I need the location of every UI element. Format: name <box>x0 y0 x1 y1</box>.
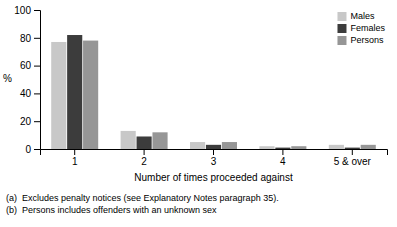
legend-label: Males <box>350 11 375 21</box>
y-axis: 0 20 40 60 80 100 <box>14 5 40 155</box>
x-tick-mark <box>144 149 145 155</box>
bar <box>137 136 152 149</box>
y-tick: 20 <box>20 116 40 127</box>
y-tick: 40 <box>20 88 40 99</box>
bar <box>259 146 274 149</box>
bar <box>329 145 344 149</box>
bar <box>121 131 136 149</box>
legend-label: Females <box>350 23 385 33</box>
bar <box>345 148 360 149</box>
legend-item: Females <box>337 23 385 33</box>
y-tick: 100 <box>14 5 40 16</box>
bar <box>190 142 205 149</box>
x-axis: 1 2 3 4 5 & over <box>41 149 388 167</box>
y-tick-label: 40 <box>20 88 32 99</box>
x-tick-label: 3 <box>211 156 217 167</box>
bar <box>222 142 237 149</box>
x-tick: 3 <box>211 149 217 167</box>
bar <box>291 146 306 149</box>
legend-swatch <box>337 24 346 33</box>
x-axis-line <box>41 150 388 156</box>
footnote: (a) Excludes penalty notices (see Explan… <box>6 193 279 203</box>
y-tick-mark <box>34 149 40 150</box>
x-tick-label: 5 & over <box>334 156 372 167</box>
chart: 0 20 40 60 80 100 1 2 3 4 5 & over Males Females Pers… <box>0 0 397 227</box>
legend: Males Females Persons <box>337 11 385 45</box>
x-tick-mark <box>213 149 214 155</box>
y-tick-label: 100 <box>14 5 31 16</box>
x-tick-label: 4 <box>280 156 286 167</box>
bar-series <box>83 41 376 149</box>
legend-item: Males <box>337 11 375 21</box>
x-tick: 2 <box>141 149 147 167</box>
y-tick-mark <box>34 66 40 67</box>
x-tick-label: 1 <box>72 156 78 167</box>
y-tick-mark <box>34 121 40 122</box>
y-tick: 60 <box>20 60 40 71</box>
y-tick-mark <box>34 38 40 39</box>
bar <box>152 132 167 149</box>
y-tick: 0 <box>25 144 40 155</box>
bar <box>206 145 221 149</box>
legend-swatch <box>337 12 346 21</box>
plot: 0 20 40 60 80 100 1 2 3 4 5 & over Males Females Pers… <box>14 5 387 167</box>
bar <box>361 145 376 149</box>
y-tick-mark <box>34 10 40 11</box>
footnote: (b) Persons includes offenders with an u… <box>6 205 217 215</box>
x-tick: 1 <box>72 149 78 167</box>
legend-item: Persons <box>337 35 384 45</box>
x-tick-mark <box>282 149 283 155</box>
x-axis-title: Number of times proceeded against <box>134 172 293 183</box>
legend-label: Persons <box>350 35 384 45</box>
bar <box>67 35 82 149</box>
y-tick-mark <box>34 93 40 94</box>
y-tick-label: 60 <box>20 60 32 71</box>
x-tick-mark <box>74 149 75 155</box>
x-tick: 5 & over <box>334 149 372 167</box>
y-tick-label: 80 <box>20 33 32 44</box>
x-tick-label: 2 <box>141 156 147 167</box>
y-axis-line <box>34 11 41 150</box>
bar-series <box>67 35 360 149</box>
y-tick-label: 0 <box>25 144 31 155</box>
y-tick: 80 <box>20 33 40 44</box>
bar <box>51 42 66 149</box>
legend-swatch <box>337 36 346 45</box>
x-tick: 4 <box>280 149 286 167</box>
y-tick-label: 20 <box>20 116 32 127</box>
bars <box>51 35 376 149</box>
x-tick-mark <box>352 149 353 155</box>
bar <box>275 148 290 149</box>
y-axis-title: % <box>3 73 12 84</box>
bar <box>83 41 98 149</box>
